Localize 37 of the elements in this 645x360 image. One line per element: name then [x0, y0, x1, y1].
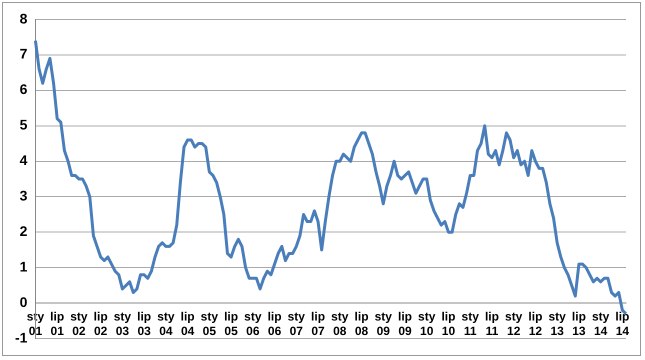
y-tick-label: 1: [20, 258, 28, 275]
x-tick-label: sty 06: [244, 310, 262, 338]
y-tick-label: 2: [20, 223, 28, 240]
x-tick-label: lip 14: [615, 310, 630, 338]
x-tick-label: sty 07: [288, 310, 306, 338]
y-tick-label: 5: [20, 116, 28, 133]
x-tick-label: lip 03: [137, 310, 152, 338]
x-tick-label: lip 02: [94, 310, 108, 338]
x-tick-label: sty 05: [200, 310, 218, 338]
x-tick-label: sty 10: [418, 310, 436, 338]
x-tick-label: lip 12: [528, 310, 542, 338]
x-tick-label: sty 14: [592, 310, 610, 338]
x-tick-label: sty 04: [157, 310, 175, 338]
x-tick-label: sty 12: [505, 310, 523, 338]
x-tick-label: lip 11: [484, 310, 499, 338]
x-tick-label: lip 07: [311, 310, 326, 338]
x-tick-label: lip 01: [50, 310, 64, 338]
x-tick-label: lip 08: [354, 310, 369, 338]
x-tick-label: lip 13: [572, 310, 586, 338]
x-tick-label: sty 02: [70, 310, 88, 338]
y-tick-label: 6: [20, 81, 28, 98]
y-tick-label: 4: [20, 152, 28, 168]
y-tick-label: -1: [14, 329, 28, 346]
y-tick-label: 8: [20, 10, 28, 26]
x-tick-label: lip 09: [398, 310, 412, 338]
y-tick-label: 7: [20, 46, 28, 62]
x-tick-label: lip 10: [441, 310, 456, 338]
x-tick-label: sty 13: [548, 310, 566, 338]
x-tick-label: lip 06: [268, 310, 282, 338]
x-tick-label: sty 08: [331, 310, 349, 338]
x-tick-label: lip 05: [224, 310, 238, 338]
x-tick-label: sty 09: [374, 310, 392, 338]
x-tick-label: sty 03: [114, 310, 132, 338]
y-tick-label: 0: [20, 294, 28, 310]
y-tick-label: 3: [20, 188, 28, 204]
x-tick-label: sty 11: [462, 310, 480, 338]
x-tick-label: lip 04: [180, 310, 195, 338]
